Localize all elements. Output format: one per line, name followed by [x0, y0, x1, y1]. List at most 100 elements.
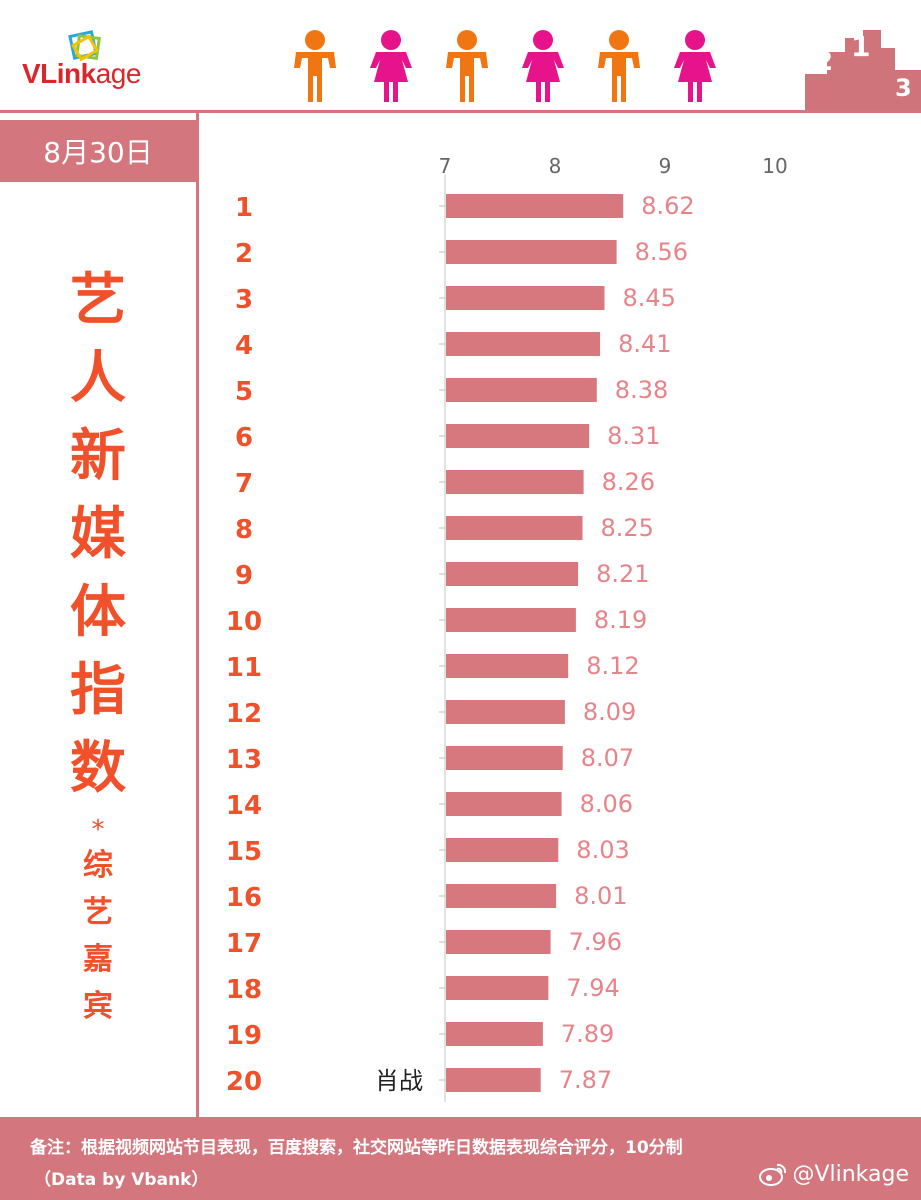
rank-label: 15: [226, 837, 262, 867]
rank-label: 19: [226, 1021, 262, 1051]
ranking-bar-chart: 7 8 9 10 1 8.62 2 8.56 3 8.45 4 8.41 5 8.38 6 8.31 7 8.26…: [226, 154, 788, 1102]
rank-label: 3: [235, 285, 253, 315]
rank-label: 9: [235, 561, 253, 591]
woman-icon: [370, 30, 412, 102]
weibo-icon: [759, 1163, 787, 1186]
podium-number-2: 2: [815, 47, 833, 77]
people-icons-row: [294, 30, 716, 102]
bar: [446, 562, 579, 586]
logo-squares-icon: [68, 30, 101, 62]
x-tick-label: 7: [439, 154, 452, 178]
bar: [446, 792, 562, 816]
rank-label: 1: [235, 193, 253, 223]
man-icon: [598, 30, 640, 102]
value-label: 8.01: [574, 882, 627, 910]
value-label: 8.07: [581, 744, 634, 772]
rank-label: 20: [226, 1067, 262, 1097]
title-char: 媒: [70, 502, 126, 567]
left-panel-divider: [196, 113, 199, 1117]
x-tick-label: 9: [659, 154, 672, 178]
weibo-handle: @Vlinkage: [792, 1161, 909, 1187]
subtitle-char: 嘉: [83, 942, 113, 977]
podium-number-1: 1: [851, 30, 870, 63]
value-label: 8.41: [618, 330, 671, 358]
value-label: 8.45: [623, 284, 676, 312]
bar: [446, 608, 576, 632]
bar: [446, 746, 563, 770]
rank-label: 18: [226, 975, 262, 1005]
rank-label: 6: [235, 423, 253, 453]
rank-label: 11: [226, 653, 262, 683]
podium-icon: 2 1 3: [805, 30, 921, 112]
title-char: 数: [70, 736, 126, 801]
value-label: 7.94: [566, 974, 619, 1002]
value-label: 8.25: [601, 514, 654, 542]
woman-icon: [674, 30, 716, 102]
value-label: 7.87: [559, 1066, 612, 1094]
rank-label: 14: [226, 791, 262, 821]
value-label: 7.96: [569, 928, 622, 956]
value-label: 8.26: [602, 468, 655, 496]
date-label: 8月30日: [43, 136, 153, 169]
value-label: 7.89: [561, 1020, 614, 1048]
man-icon: [294, 30, 336, 102]
footer-source: （Data by Vbank）: [34, 1170, 209, 1190]
bar: [446, 700, 565, 724]
logo-wordmark: VLinkage: [22, 58, 141, 89]
weibo-watermark: @Vlinkage: [758, 1161, 909, 1187]
subtitle-char: 综: [83, 848, 113, 883]
title-char: 人: [70, 346, 126, 411]
footer-bar: 备注：根据视频网站节目表现，百度搜索，社交网站等昨日数据表现综合评分，10分制 …: [0, 1117, 921, 1200]
date-badge: 8月30日: [0, 120, 196, 182]
subtitle-char: 宾: [83, 989, 113, 1024]
rank-label: 12: [226, 699, 262, 729]
value-label: 8.09: [583, 698, 636, 726]
bar: [446, 424, 590, 448]
header-divider: [0, 110, 921, 113]
value-label: 8.06: [580, 790, 633, 818]
bar: [446, 516, 583, 540]
title-char: 体: [70, 580, 126, 645]
artist-name-label: 肖战: [375, 1067, 423, 1095]
rank-label: 10: [226, 607, 262, 637]
rank-label: 7: [235, 469, 253, 499]
rank-label: 13: [226, 745, 262, 775]
title-asterisk: *: [91, 815, 105, 845]
value-label: 8.03: [576, 836, 629, 864]
value-label: 8.19: [594, 606, 647, 634]
title-char: 艺: [70, 268, 126, 333]
subtitle-char: 艺: [83, 895, 113, 930]
man-icon: [446, 30, 488, 102]
title-char: 新: [70, 424, 126, 489]
bar: [446, 286, 605, 310]
rank-label: 17: [226, 929, 262, 959]
rank-label: 2: [235, 239, 253, 269]
x-tick-label: 10: [762, 154, 787, 178]
value-label: 8.56: [635, 238, 688, 266]
x-tick-label: 8: [549, 154, 562, 178]
rank-label: 5: [235, 377, 253, 407]
bar: [446, 654, 569, 678]
value-label: 8.12: [586, 652, 639, 680]
value-label: 8.62: [641, 192, 694, 220]
bar: [446, 930, 551, 954]
bar: [446, 1022, 543, 1046]
value-label: 8.38: [615, 376, 668, 404]
podium-number-3: 3: [895, 74, 912, 102]
bar: [446, 378, 597, 402]
bar: [446, 838, 559, 862]
bar: [446, 884, 557, 908]
bar: [446, 194, 624, 218]
rank-label: 8: [235, 515, 253, 545]
bar: [446, 1068, 541, 1092]
woman-icon: [522, 30, 564, 102]
value-label: 8.31: [607, 422, 660, 450]
vertical-title: 艺 人 新 媒 体 指 数 * 综 艺 嘉 宾: [36, 262, 160, 1030]
vlinkage-logo: VLinkage: [22, 28, 202, 98]
rank-label: 16: [226, 883, 262, 913]
bar: [446, 470, 584, 494]
value-label: 8.21: [596, 560, 649, 588]
bar: [446, 332, 601, 356]
footer-note: 备注：根据视频网站节目表现，百度搜索，社交网站等昨日数据表现综合评分，10分制: [30, 1138, 683, 1158]
bar: [446, 976, 549, 1000]
